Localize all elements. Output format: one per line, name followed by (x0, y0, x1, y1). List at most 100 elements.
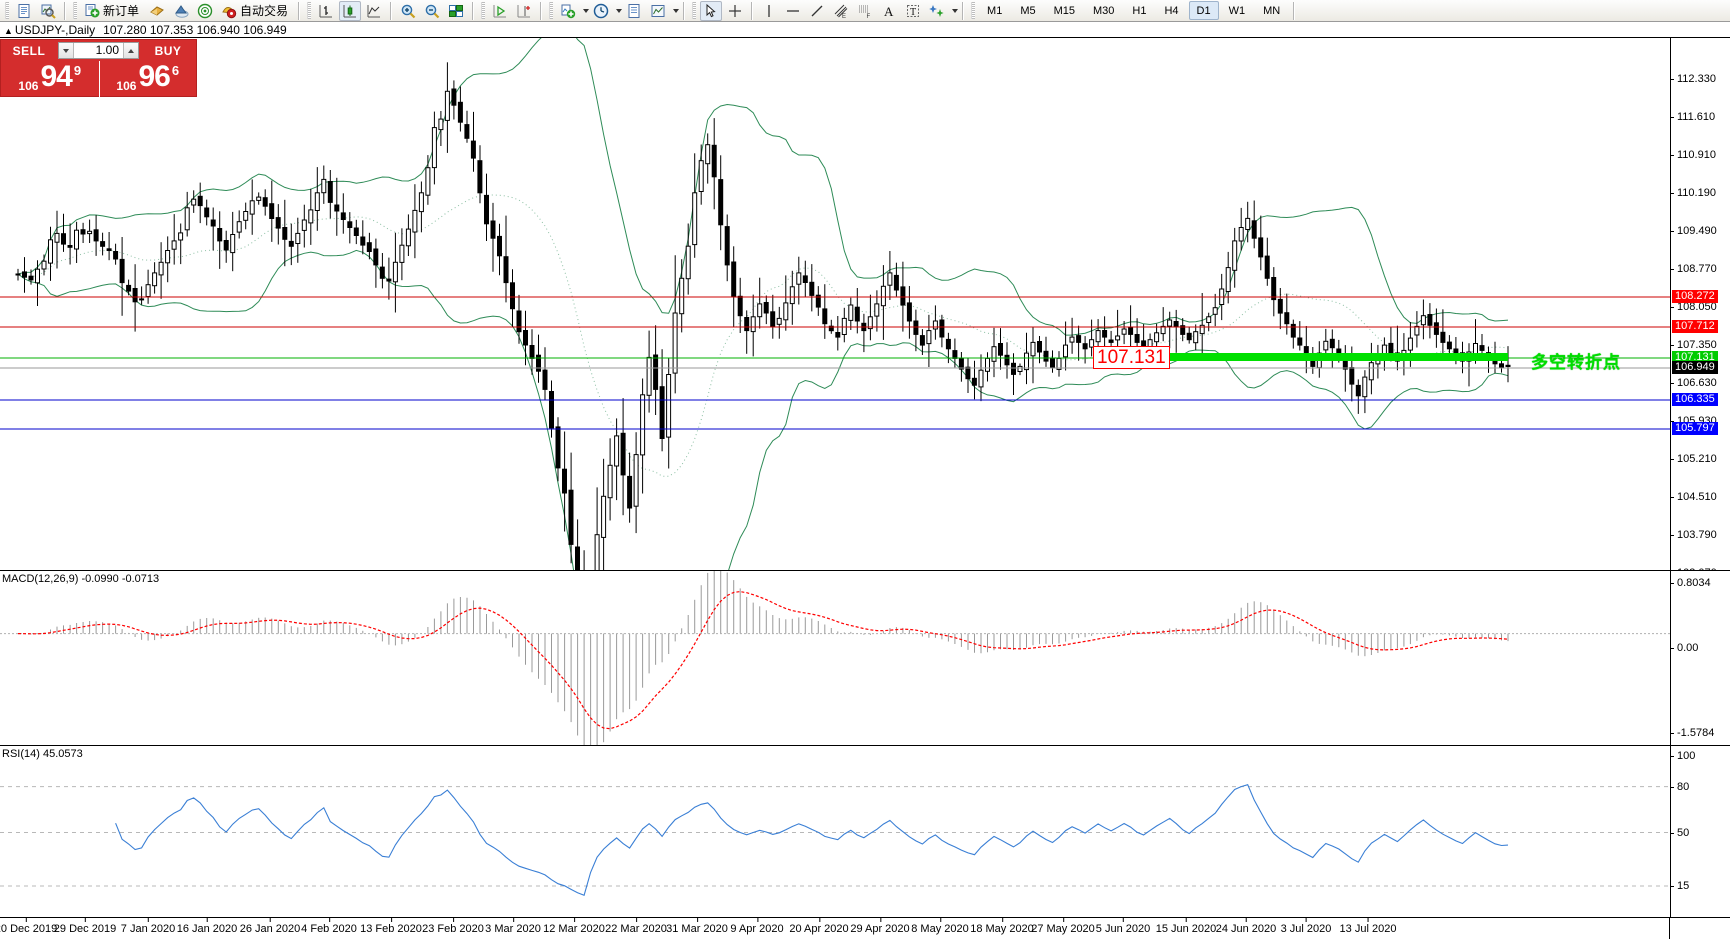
timeframe-m1[interactable]: M1 (987, 4, 1003, 17)
toolbar-separator (390, 1, 393, 20)
timeframe-h1[interactable]: H1 (1132, 4, 1147, 17)
axis-tick: 109.490 (1671, 225, 1730, 237)
chart-search-icon[interactable] (37, 1, 59, 21)
volume-stepper[interactable]: 1.00 (58, 42, 139, 59)
equidistant-channel-icon[interactable]: E (830, 1, 852, 21)
buy-price-button[interactable]: 106 96 6 (98, 61, 197, 97)
period-clock-icon[interactable] (590, 1, 612, 21)
axis-tick: 108.050 (1671, 301, 1730, 313)
main-plot-area[interactable]: 107.131 多空转折点 (0, 38, 1670, 570)
price-axis[interactable]: 112.330 111.610 110.910 110.190 109.490 108.7… (1670, 38, 1730, 570)
axis-tick: 103.070 (1671, 567, 1730, 570)
symbol-name: USDJPY-,Daily (14, 23, 96, 37)
rsi-axis[interactable]: 100 80 50 15 (1670, 746, 1730, 917)
candlestick-chart-icon[interactable] (339, 0, 362, 21)
volume-value[interactable]: 1.00 (95, 43, 119, 57)
date-tick: 15 Jun 2020 (1155, 918, 1217, 935)
date-tick: 27 May 2020 (1031, 918, 1095, 935)
new-order-button[interactable]: 新订单 (81, 1, 144, 21)
auto-scroll-icon[interactable] (489, 1, 511, 21)
timeframe-group: M1 M5 M15 M30 H1 H4 D1 W1 MN (978, 1, 1289, 20)
axis-tick: 15 (1671, 880, 1730, 892)
toolbar-separator (962, 1, 965, 20)
one-click-trading-panel[interactable]: SELL 1.00 BUY 106 94 9 106 96 6 (0, 39, 197, 97)
main-toolbar: 新订单 自动交 (0, 0, 1730, 22)
text-icon[interactable]: A (878, 1, 900, 21)
add-indicator-icon[interactable] (557, 1, 579, 21)
timeframe-d1[interactable]: D1 (1188, 1, 1219, 20)
zoom-out-icon[interactable] (421, 1, 443, 21)
date-tick: 3 Jul 2020 (1280, 918, 1332, 935)
metaeditor-icon[interactable] (170, 1, 192, 21)
bar-chart-icon[interactable] (315, 1, 337, 21)
toolbar-grip[interactable] (481, 2, 486, 19)
sell-price-main: 94 (40, 60, 72, 93)
toolbar-grip[interactable] (307, 2, 312, 19)
date-tick: 26 Jan 2020 (239, 918, 301, 935)
toolbar-grip[interactable] (692, 2, 697, 19)
volume-decrease-button[interactable] (59, 43, 74, 58)
toolbar-grip[interactable] (549, 2, 554, 19)
date-axis[interactable]: 20 Dec 2019 29 Dec 2019 7 Jan 2020 16 Jan 2… (0, 917, 1730, 939)
axis-tick: 112.330 (1671, 73, 1730, 85)
sell-price-button[interactable]: 106 94 9 (1, 61, 99, 97)
signals-icon[interactable] (194, 1, 216, 21)
vertical-line-icon[interactable] (758, 1, 780, 21)
axis-tick: 111.610 (1671, 111, 1730, 123)
autotrading-button[interactable]: 自动交易 (218, 1, 293, 21)
toolbar-separator (472, 1, 475, 20)
chart-shift-icon[interactable] (513, 1, 535, 21)
toolbar-grip[interactable] (73, 2, 77, 19)
period-dropdown-caret[interactable] (616, 8, 623, 13)
axis-tick: 100 (1671, 750, 1730, 762)
timeframe-w1[interactable]: W1 (1228, 4, 1246, 17)
macd-plot-area[interactable] (0, 571, 1670, 745)
octp-header-row: SELL 1.00 BUY (1, 40, 196, 61)
timeframe-m15[interactable]: M15 (1053, 4, 1075, 17)
new-order-label: 新订单 (103, 4, 140, 18)
document-icon[interactable] (13, 1, 35, 21)
rsi-chart-svg (0, 784, 1670, 897)
crosshair-icon[interactable] (724, 1, 746, 21)
fibonacci-retracement-icon[interactable]: F (854, 1, 876, 21)
tile-windows-icon[interactable] (445, 1, 467, 21)
date-tick: 22 Mar 2020 (605, 918, 667, 935)
date-tick: 20 Apr 2020 (789, 918, 849, 935)
timeframe-m30[interactable]: M30 (1093, 4, 1115, 17)
zoom-in-icon[interactable] (397, 1, 419, 21)
axis-tick: 50 (1671, 827, 1730, 839)
indicator-dropdown-caret[interactable] (583, 8, 590, 13)
symbol-marker-icon: ▲ (4, 26, 13, 36)
horizontal-line-icon[interactable] (782, 1, 804, 21)
octp-price-row: 106 94 9 106 96 6 (1, 61, 196, 97)
timeframe-h4[interactable]: H4 (1164, 4, 1179, 17)
macd-chart-svg (0, 571, 1670, 745)
toolbar-separator (1293, 1, 1296, 20)
toolbar-grip[interactable] (971, 2, 976, 19)
macd-axis[interactable]: 0.8034 0.00 -1.5784 (1670, 571, 1730, 745)
templates-dropdown-caret[interactable] (673, 8, 680, 13)
rsi-plot-area[interactable] (0, 746, 1670, 917)
macd-label: MACD(12,26,9) -0.0990 -0.0713 (2, 573, 160, 585)
expert-advisor-icon[interactable] (146, 1, 168, 21)
line-chart-icon[interactable] (363, 1, 385, 21)
toolbar-grip[interactable] (5, 2, 9, 19)
svg-text:F: F (867, 14, 871, 19)
templates-icon[interactable] (623, 1, 645, 21)
date-tick: 20 Dec 2019 (0, 918, 57, 935)
trendline-icon[interactable] (806, 1, 828, 21)
pointer-icon[interactable] (700, 0, 723, 21)
date-tick: 7 Jan 2020 (120, 918, 176, 935)
axis-tick: 0.00 (1671, 642, 1730, 654)
shapes-icon[interactable] (926, 1, 948, 21)
timeframe-m5[interactable]: M5 (1020, 4, 1036, 17)
text-label-icon[interactable]: T (902, 1, 924, 21)
date-tick: 4 Feb 2020 (301, 918, 357, 935)
axis-tick: 103.790 (1671, 529, 1730, 541)
timeframe-mn[interactable]: MN (1263, 4, 1281, 17)
toolbar-separator (683, 1, 686, 20)
axis-tick: 110.190 (1671, 187, 1730, 199)
templates-chart-icon[interactable] (647, 1, 669, 21)
volume-increase-button[interactable] (123, 43, 138, 58)
shapes-dropdown-caret[interactable] (952, 8, 959, 13)
